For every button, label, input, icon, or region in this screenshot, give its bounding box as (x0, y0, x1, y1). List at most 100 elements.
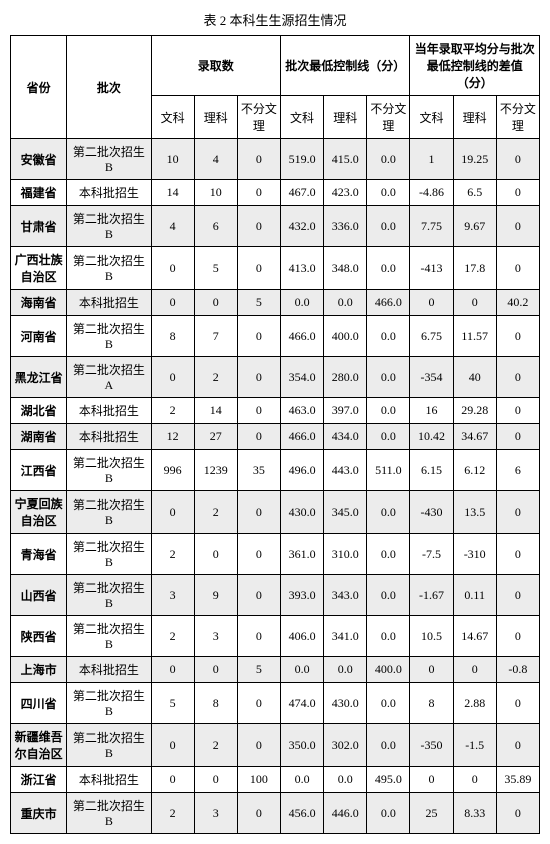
table-body: 安徽省第二批次招生 B1040519.0415.00.0119.250福建省本科… (11, 139, 540, 834)
cell-value: 10 (151, 139, 194, 180)
colgroup-minline: 批次最低控制线（分） (280, 36, 409, 96)
table-row: 湖北省本科批招生2140463.0397.00.01629.280 (11, 398, 540, 424)
cell-value: 6.12 (453, 450, 496, 491)
table-row: 广西壮族自治区第二批次招生 B050413.0348.00.0-41317.80 (11, 247, 540, 290)
cell-value: 0 (237, 139, 280, 180)
cell-value: 14 (151, 180, 194, 206)
cell-value: 0.0 (280, 767, 323, 793)
table-row: 黑龙江省第二批次招生 A020354.0280.00.0-354400 (11, 357, 540, 398)
cell-batch: 本科批招生 (67, 290, 151, 316)
cell-value: 0 (237, 534, 280, 575)
cell-value: 400.0 (324, 316, 367, 357)
cell-value: 8.33 (453, 793, 496, 834)
cell-province: 新疆维吾尔自治区 (11, 724, 67, 767)
cell-value: 0 (453, 657, 496, 683)
cell-value: 0 (496, 180, 539, 206)
cell-province: 海南省 (11, 290, 67, 316)
cell-value: 2 (194, 491, 237, 534)
cell-value: 11.57 (453, 316, 496, 357)
cell-value: 0 (410, 767, 453, 793)
cell-batch: 第二批次招生 B (67, 450, 151, 491)
cell-value: 0 (496, 616, 539, 657)
cell-value: 996 (151, 450, 194, 491)
col-diff-bufen: 不分文理 (496, 96, 539, 139)
cell-value: 6.15 (410, 450, 453, 491)
cell-province: 青海省 (11, 534, 67, 575)
cell-province: 陕西省 (11, 616, 67, 657)
cell-value: 100 (237, 767, 280, 793)
cell-batch: 第二批次招生 B (67, 616, 151, 657)
cell-value: 0 (496, 357, 539, 398)
cell-value: 17.8 (453, 247, 496, 290)
cell-value: 2.88 (453, 683, 496, 724)
cell-value: -354 (410, 357, 453, 398)
cell-value: 10.5 (410, 616, 453, 657)
table-row: 湖南省本科批招生12270466.0434.00.010.4234.670 (11, 424, 540, 450)
cell-value: 2 (151, 616, 194, 657)
cell-province: 湖南省 (11, 424, 67, 450)
cell-value: -1.67 (410, 575, 453, 616)
cell-value: 400.0 (367, 657, 410, 683)
table-row: 山西省第二批次招生 B390393.0343.00.0-1.670.110 (11, 575, 540, 616)
cell-value: 0 (496, 206, 539, 247)
table-row: 重庆市第二批次招生 B230456.0446.00.0258.330 (11, 793, 540, 834)
cell-province: 四川省 (11, 683, 67, 724)
cell-value: 466.0 (280, 424, 323, 450)
cell-value: 430.0 (324, 683, 367, 724)
cell-value: 0.0 (324, 657, 367, 683)
cell-value: 9.67 (453, 206, 496, 247)
cell-batch: 本科批招生 (67, 657, 151, 683)
cell-value: 0.0 (367, 206, 410, 247)
cell-value: 0 (237, 357, 280, 398)
cell-value: 12 (151, 424, 194, 450)
cell-value: 0.0 (367, 424, 410, 450)
cell-value: -350 (410, 724, 453, 767)
cell-value: 0 (410, 657, 453, 683)
cell-value: -430 (410, 491, 453, 534)
cell-value: 2 (194, 357, 237, 398)
cell-value: 10 (194, 180, 237, 206)
cell-value: 16 (410, 398, 453, 424)
cell-value: 466.0 (280, 316, 323, 357)
cell-value: 496.0 (280, 450, 323, 491)
admissions-table: 省份 批次 录取数 批次最低控制线（分） 当年录取平均分与批次最低控制线的差值（… (10, 35, 540, 834)
cell-value: 0 (496, 247, 539, 290)
col-admit-li: 理科 (194, 96, 237, 139)
cell-value: 415.0 (324, 139, 367, 180)
cell-value: 519.0 (280, 139, 323, 180)
cell-batch: 第二批次招生 B (67, 206, 151, 247)
cell-value: 406.0 (280, 616, 323, 657)
cell-value: 0 (237, 616, 280, 657)
cell-value: 495.0 (367, 767, 410, 793)
cell-value: 343.0 (324, 575, 367, 616)
cell-value: 35 (237, 450, 280, 491)
cell-value: 302.0 (324, 724, 367, 767)
cell-value: 0 (151, 491, 194, 534)
cell-value: 5 (237, 290, 280, 316)
cell-value: 0.0 (280, 290, 323, 316)
cell-batch: 本科批招生 (67, 180, 151, 206)
cell-value: 34.67 (453, 424, 496, 450)
cell-batch: 第二批次招生 B (67, 724, 151, 767)
col-province: 省份 (11, 36, 67, 139)
cell-value: 0.0 (367, 357, 410, 398)
cell-value: 467.0 (280, 180, 323, 206)
cell-value: 0.0 (367, 139, 410, 180)
cell-value: 0 (194, 290, 237, 316)
cell-value: 354.0 (280, 357, 323, 398)
cell-value: 0.0 (367, 793, 410, 834)
cell-batch: 第二批次招生 B (67, 534, 151, 575)
cell-value: -413 (410, 247, 453, 290)
cell-value: 0 (496, 683, 539, 724)
cell-value: 19.25 (453, 139, 496, 180)
cell-value: 6 (496, 450, 539, 491)
col-min-bufen: 不分文理 (367, 96, 410, 139)
cell-value: 40 (453, 357, 496, 398)
cell-value: 0 (237, 398, 280, 424)
col-diff-li: 理科 (453, 96, 496, 139)
table-row: 陕西省第二批次招生 B230406.0341.00.010.514.670 (11, 616, 540, 657)
cell-value: 0 (453, 290, 496, 316)
cell-value: -1.5 (453, 724, 496, 767)
table-row: 海南省本科批招生0050.00.0466.00040.2 (11, 290, 540, 316)
cell-value: 9 (194, 575, 237, 616)
